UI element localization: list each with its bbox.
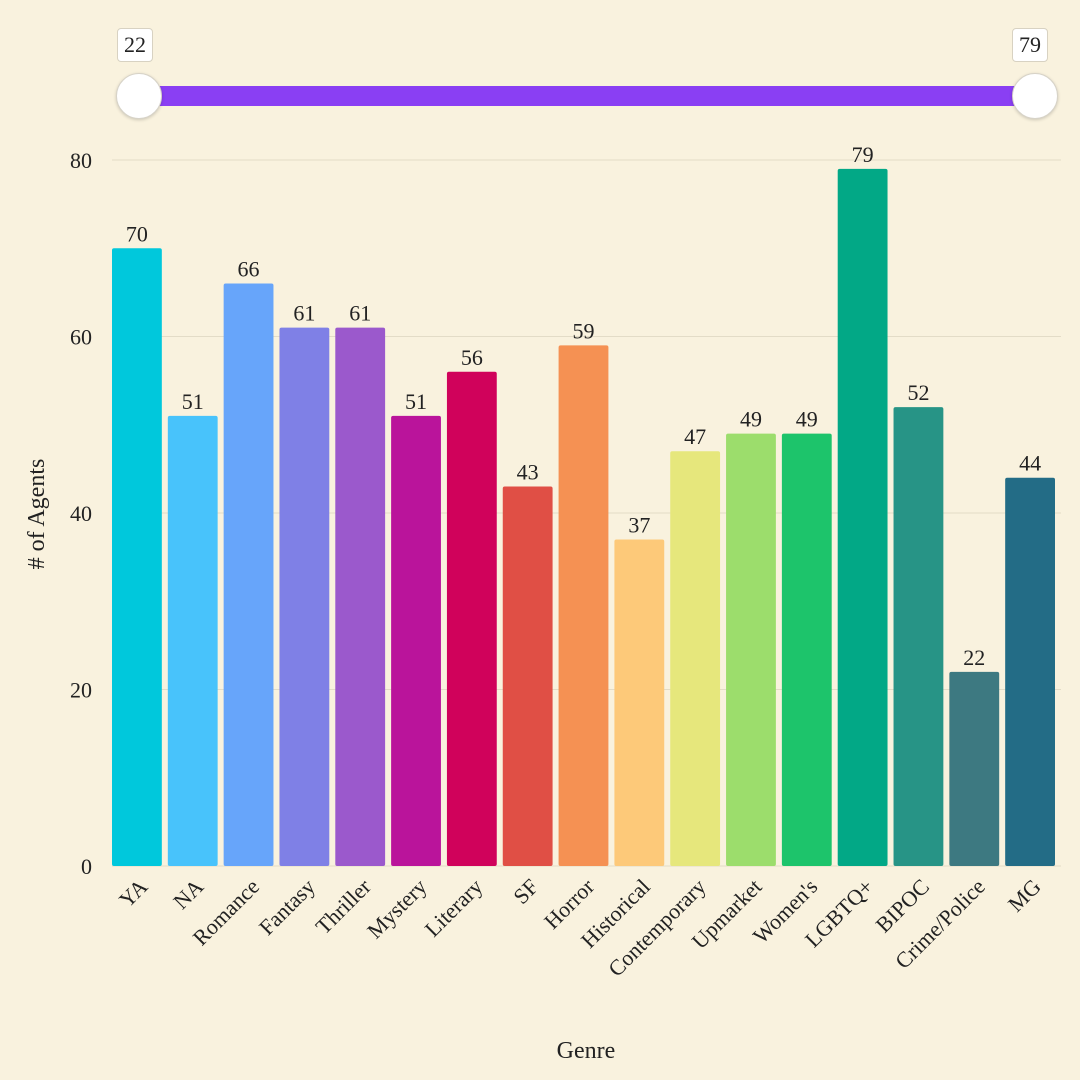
bar-ya[interactable] — [112, 248, 162, 866]
bar-thriller[interactable] — [335, 327, 386, 866]
x-tick-label: SF — [508, 874, 543, 909]
bar-value-label: 49 — [740, 407, 762, 432]
y-tick-label: 40 — [70, 501, 92, 526]
x-axis-ticks: YA NARomanceFantasyThrillerMysteryLiterar… — [114, 873, 1046, 981]
x-axis-title: Genre — [557, 1038, 616, 1064]
bar-value-label: 22 — [963, 645, 985, 670]
bar-value-label: 43 — [517, 460, 539, 485]
bar-value-label: 51 — [405, 389, 427, 414]
range-slider-max-handle[interactable] — [1012, 73, 1058, 119]
bar-literary[interactable] — [446, 371, 497, 866]
bar-value-label: 61 — [349, 301, 371, 326]
bar-women-s[interactable] — [781, 433, 832, 866]
y-axis-ticks: 0 20 40 60 80 — [70, 148, 92, 879]
y-tick-label: 0 — [81, 854, 92, 879]
bar-horror[interactable] — [558, 345, 609, 866]
bar-value-label: 56 — [461, 345, 483, 370]
x-tick-label: Fantasy — [254, 874, 320, 940]
bar-value-label: 49 — [796, 407, 818, 432]
bar-value-label: 59 — [573, 318, 595, 343]
bar-value-label: 44 — [1019, 451, 1041, 476]
y-axis-title: # of Agents — [24, 459, 50, 570]
x-tick-label: NA — [168, 874, 208, 914]
x-tick-label: Mystery — [362, 874, 432, 944]
bar-sf[interactable] — [502, 486, 553, 866]
range-max-value: 79 — [1012, 28, 1048, 62]
bar-value-label: 52 — [907, 380, 929, 405]
bar-mystery[interactable] — [391, 415, 441, 866]
range-slider-track[interactable] — [139, 86, 1035, 106]
x-tick-label: YA — [114, 874, 153, 913]
bar-contemporary[interactable] — [670, 451, 721, 866]
bar-value-label: 61 — [293, 301, 315, 326]
bar-value-label: 37 — [628, 512, 650, 537]
bar-fantasy[interactable] — [279, 327, 330, 866]
bars — [112, 168, 1055, 866]
bar-value-label: 66 — [238, 257, 260, 282]
y-tick-label: 20 — [70, 678, 92, 703]
bar-historical[interactable] — [614, 539, 665, 866]
bar-lgbtq[interactable] — [837, 168, 888, 866]
x-tick-label: Literary — [420, 874, 488, 942]
bar-upmarket[interactable] — [726, 433, 776, 866]
y-tick-label: 80 — [70, 148, 92, 173]
bar-value-label: 51 — [182, 389, 204, 414]
bar-bipoc[interactable] — [893, 407, 944, 866]
y-tick-label: 60 — [70, 325, 92, 350]
bar-mg[interactable] — [1005, 477, 1055, 866]
range-min-value: 22 — [117, 28, 153, 62]
bar-crime-police[interactable] — [949, 671, 1000, 866]
bar-romance[interactable] — [223, 283, 274, 866]
bar-value-label: 47 — [684, 424, 706, 449]
bar-value-label: 70 — [126, 221, 148, 246]
data-labels: 70 51 66 61 61 51 56 43 59 37 47 49 49 79 52 22 44 — [126, 142, 1041, 670]
bar-na[interactable] — [167, 415, 218, 866]
x-tick-label: MG — [1003, 874, 1046, 917]
bar-value-label: 79 — [852, 142, 874, 167]
range-slider-min-handle[interactable] — [116, 73, 162, 119]
